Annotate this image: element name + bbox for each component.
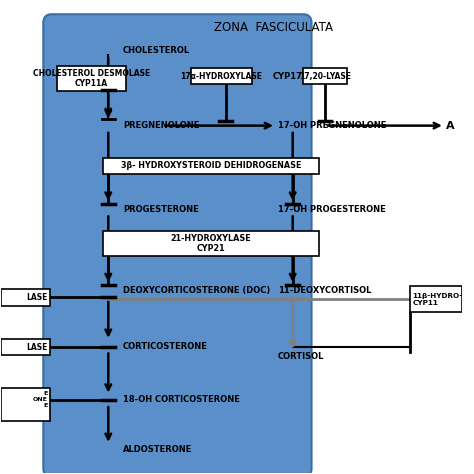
Text: 17-OH PREGNENOLONE: 17-OH PREGNENOLONE	[278, 121, 386, 130]
Text: CHOLESTEROL DESMOLASE
CYP11A: CHOLESTEROL DESMOLASE CYP11A	[33, 69, 150, 88]
Text: PROGESTERONE: PROGESTERONE	[123, 205, 199, 214]
Text: 17-OH PROGESTERONE: 17-OH PROGESTERONE	[278, 205, 386, 214]
FancyBboxPatch shape	[43, 14, 311, 474]
Text: A: A	[446, 120, 454, 131]
Text: 18-OH CORTICOSTERONE: 18-OH CORTICOSTERONE	[123, 395, 240, 404]
Text: PREGNENOLONE: PREGNENOLONE	[123, 121, 199, 130]
Text: CHOLESTEROL: CHOLESTEROL	[123, 46, 190, 55]
FancyBboxPatch shape	[103, 231, 319, 256]
Text: ALDOSTERONE: ALDOSTERONE	[123, 445, 192, 454]
FancyBboxPatch shape	[1, 289, 50, 306]
FancyBboxPatch shape	[1, 388, 50, 421]
Text: 11-DEOXYCORTISOL: 11-DEOXYCORTISOL	[278, 286, 372, 295]
Text: LASE: LASE	[26, 343, 47, 352]
Text: DEOXYCORTICOSTERONE (DOC): DEOXYCORTICOSTERONE (DOC)	[123, 286, 270, 295]
Text: 17,20-LYASE: 17,20-LYASE	[299, 72, 351, 81]
FancyBboxPatch shape	[303, 68, 347, 84]
FancyBboxPatch shape	[410, 286, 463, 312]
Text: CORTISOL: CORTISOL	[278, 353, 324, 362]
FancyBboxPatch shape	[57, 66, 126, 91]
FancyBboxPatch shape	[191, 68, 252, 84]
Text: ZONA  FASCICULATA: ZONA FASCICULATA	[214, 20, 333, 34]
Text: 3β- HYDROXYSTEROID DEHIDROGENASE: 3β- HYDROXYSTEROID DEHIDROGENASE	[121, 161, 301, 170]
Text: CORTICOSTERONE: CORTICOSTERONE	[123, 342, 208, 351]
Text: 17α-HYDROXYLASE: 17α-HYDROXYLASE	[181, 72, 263, 81]
Text: E
ONE
E: E ONE E	[33, 392, 47, 408]
Text: LASE: LASE	[26, 293, 47, 302]
FancyBboxPatch shape	[1, 339, 50, 355]
FancyBboxPatch shape	[103, 158, 319, 174]
Text: 21-HYDROXYLASE
CYP21: 21-HYDROXYLASE CYP21	[171, 234, 251, 253]
Text: CYP17: CYP17	[273, 72, 302, 81]
Text: 11β-HYDRO-
CYP11: 11β-HYDRO- CYP11	[412, 292, 463, 306]
